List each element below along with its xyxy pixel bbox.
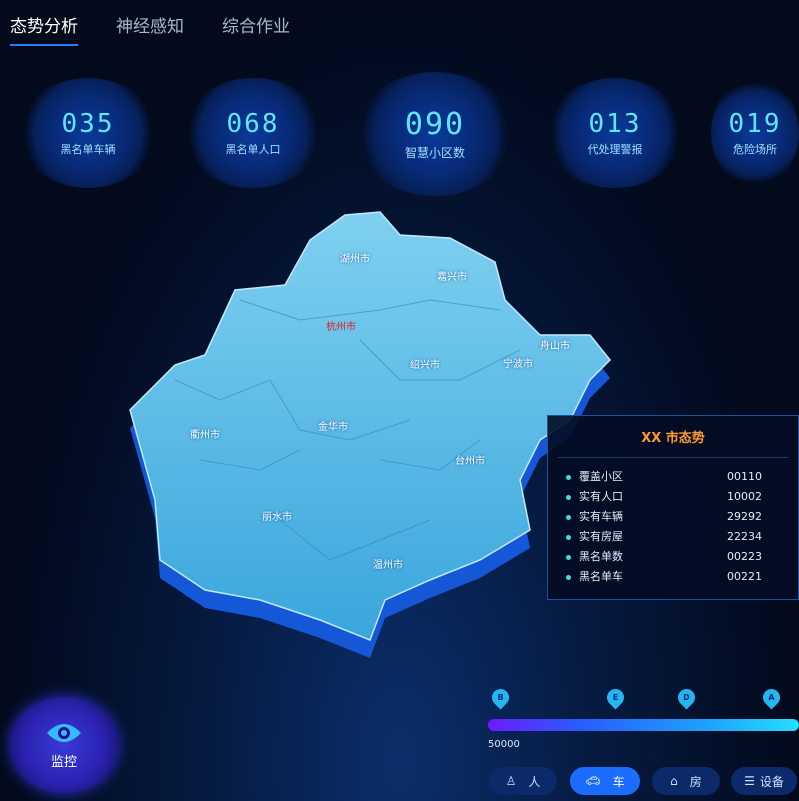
stat-value: 090 (404, 107, 466, 142)
bullet-icon (566, 475, 571, 480)
city-wenzhou[interactable]: 温州市 (373, 560, 403, 571)
panel-row: 实有房屋 22234 (548, 526, 798, 546)
stat-label: 代处理警报 (587, 143, 643, 156)
stat-value: 068 (226, 109, 280, 139)
marker-label: A (768, 693, 775, 702)
house-icon: ⌂ (670, 774, 678, 788)
panel-row: 实有人口 10002 (548, 486, 798, 506)
row-value: 10002 (727, 489, 762, 503)
stat-label: 智慧小区数 (404, 146, 465, 160)
timeline-marker-b[interactable]: B (488, 685, 513, 710)
filter-device-button[interactable]: ☰ 设备 (731, 767, 797, 795)
row-value: 00223 (727, 549, 762, 563)
row-value: 00110 (727, 469, 762, 483)
stat-value: 013 (588, 109, 642, 139)
city-hangzhou[interactable]: 杭州市 (326, 322, 356, 333)
filter-car-button[interactable]: 🚗︎ 车 (570, 767, 640, 795)
filter-label: 人 (528, 774, 541, 789)
device-icon: ☰ (744, 774, 755, 788)
person-icon: ♙ (505, 774, 517, 788)
filter-label: 车 (612, 774, 625, 789)
city-taizhou[interactable]: 台州市 (455, 456, 485, 467)
timeline-marker-e[interactable]: E (603, 685, 628, 710)
bullet-icon (566, 515, 571, 520)
timeline-marker-a[interactable]: A (759, 685, 784, 710)
row-value: 22234 (727, 529, 762, 543)
marker-label: B (497, 693, 504, 702)
row-value: 00221 (727, 569, 762, 583)
row-label: 实有人口 (579, 490, 623, 503)
city-zhoushan[interactable]: 舟山市 (540, 341, 570, 352)
filter-house-button[interactable]: ⌂ 房 (652, 767, 720, 795)
stat-blacklist-vehicles: 035 黑名单车辆 (18, 78, 158, 188)
car-icon: 🚗︎ (585, 774, 601, 788)
city-shaoxing[interactable]: 绍兴市 (410, 360, 440, 371)
bullet-icon (566, 575, 571, 580)
stat-label: 黑名单人口 (225, 143, 281, 156)
panel-row: 黑名单车 00221 (548, 566, 798, 586)
monitor-label: 监控 (50, 754, 77, 770)
tab-perception[interactable]: 神经感知 (116, 17, 184, 37)
monitor-button[interactable]: 监控 (10, 697, 118, 793)
top-tabs: 态势分析 神经感知 综合作业 (10, 12, 290, 46)
marker-label: D (683, 693, 690, 702)
panel-row: 黑名单数 00223 (548, 546, 798, 566)
filter-label: 设备 (759, 774, 784, 789)
timeline-scale-label: 50000 (488, 739, 520, 750)
city-huzhou[interactable]: 湖州市 (340, 254, 370, 265)
eye-icon (47, 723, 81, 742)
city-jinhua[interactable]: 金华市 (318, 422, 348, 433)
panel-title: XX 市态势 (558, 416, 788, 458)
bullet-icon (566, 495, 571, 500)
timeline-bar[interactable] (488, 719, 799, 731)
bullet-icon (566, 555, 571, 560)
stat-blacklist-population: 068 黑名单人口 (183, 78, 323, 188)
bullet-icon (566, 535, 571, 540)
city-ningbo[interactable]: 宁波市 (503, 359, 533, 370)
stat-label: 危险场所 (733, 143, 777, 156)
stat-dangerous-places: 019 危险场所 (711, 78, 799, 188)
row-label: 覆盖小区 (579, 470, 623, 483)
panel-row: 实有车辆 29292 (548, 506, 798, 526)
tab-situation[interactable]: 态势分析 (10, 12, 78, 46)
timeline-marker-d[interactable]: D (674, 685, 699, 710)
stat-pending-alerts: 013 代处理警报 (545, 78, 685, 188)
row-value: 29292 (727, 509, 762, 523)
city-quzhou[interactable]: 衢州市 (190, 430, 220, 441)
city-situation-panel: XX 市态势 覆盖小区 00110 实有人口 10002 实有车辆 29292 实有房… (547, 415, 799, 600)
tab-operations[interactable]: 综合作业 (222, 17, 290, 37)
city-lishui[interactable]: 丽水市 (262, 512, 292, 523)
row-label: 黑名单车 (579, 570, 623, 583)
row-label: 黑名单数 (579, 550, 623, 563)
stat-label: 黑名单车辆 (60, 143, 116, 156)
stat-smart-communities: 090 智慧小区数 (355, 72, 515, 196)
row-label: 实有车辆 (579, 510, 623, 523)
city-jiaxing[interactable]: 嘉兴市 (437, 272, 467, 283)
stat-value: 035 (61, 109, 115, 139)
marker-label: E (612, 693, 619, 702)
row-label: 实有房屋 (579, 530, 623, 543)
filter-label: 房 (689, 774, 702, 789)
panel-row: 覆盖小区 00110 (548, 466, 798, 486)
stat-value: 019 (728, 109, 782, 139)
filter-person-button[interactable]: ♙ 人 (489, 767, 557, 795)
